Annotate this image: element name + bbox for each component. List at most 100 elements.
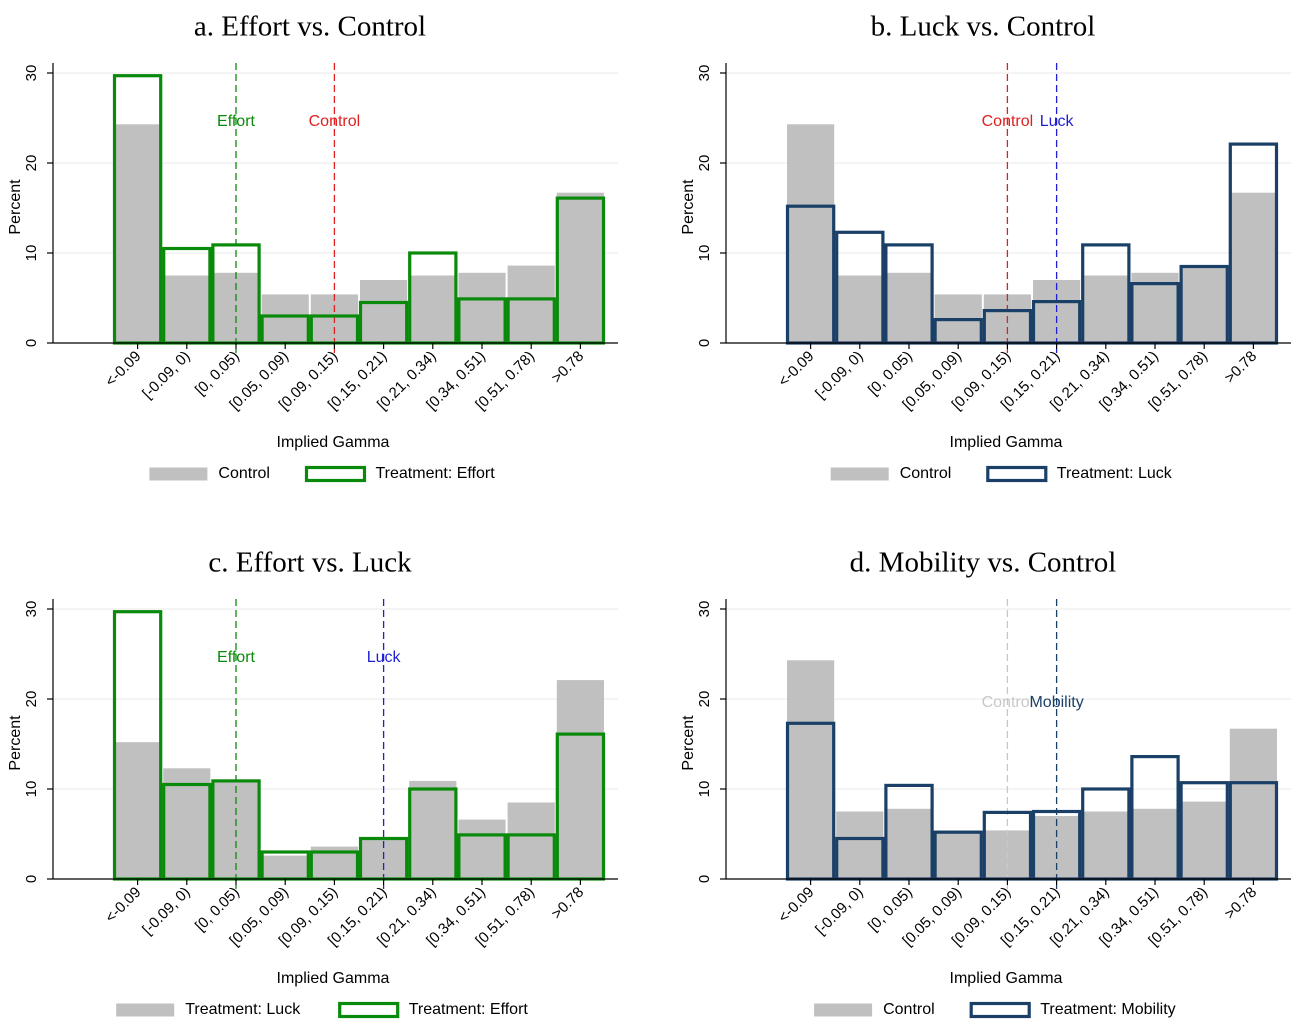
y-tick-label: 30 [23,65,40,82]
y-tick-label: 10 [23,245,40,262]
marker-label-luck: Luck [367,649,402,666]
legend-swatch-outline [338,1001,400,1019]
x-tick-label: [0, 0.05) [865,348,916,399]
bar-control [114,124,162,343]
marker-label-control: Control [982,694,1034,711]
bar-control [836,275,884,343]
y-axis-label: Percent [680,715,697,771]
legend-label-outline: Treatment: Effort [376,465,496,482]
x-tick-label: [0, 0.05) [192,884,243,935]
y-tick-label: 0 [23,339,40,347]
chart-panel-3: c. Effort vs. Luck Effort Luck 0 10 20 30 Perce… [7,547,618,1019]
bar-control [458,272,506,343]
x-axis-label: Implied Gamma [277,970,390,987]
y-axis-label: Percent [680,179,697,235]
bar-treatment-luck [458,819,506,879]
bar-control [360,280,408,343]
legend-swatch-outline [304,465,367,483]
bar-control [787,660,835,879]
x-tick-label: [0, 0.05) [865,884,916,935]
bar-control [163,275,211,343]
y-tick-label: 10 [696,781,713,798]
panel-title: a. Effort vs. Control [194,11,426,43]
x-tick-label: <-0.09 [102,348,144,390]
x-tick-label: >0.78 [1221,348,1260,387]
bar-control [885,808,933,879]
bar-control [885,272,933,343]
marker-label-effort: Effort [217,113,256,130]
legend-swatch-filled [830,467,889,481]
legend-label-outline: Treatment: Effort [409,1001,529,1018]
bar-treatment-luck [114,742,162,879]
x-tick-label: [0, 0.05) [192,348,243,399]
marker-label-control: Control [982,113,1034,130]
bar-treatment-luck [556,680,604,879]
y-axis-label: Percent [7,715,24,771]
x-axis-label: Implied Gamma [277,434,390,451]
legend-label-filled: Treatment: Luck [185,1001,301,1018]
bar-control [1131,808,1179,879]
bar-control [1229,728,1277,879]
marker-label-luck: Luck [1040,113,1075,130]
panel-title: c. Effort vs. Luck [208,547,412,579]
bar-control [836,811,884,879]
panel-title: b. Luck vs. Control [871,11,1096,43]
bar-treatment-luck [163,768,211,879]
x-tick-label: <-0.09 [102,884,144,926]
y-tick-label: 30 [696,65,713,82]
bar-control [934,830,982,879]
y-tick-label: 20 [696,155,713,172]
bar-control [507,265,555,343]
bar-control [1082,275,1130,343]
legend-swatch-filled [116,1003,175,1017]
y-tick-label: 0 [696,875,713,883]
chart-panel-2: b. Luck vs. Control Control Luck 0 10 20 30 Per… [680,11,1291,483]
chart-panel-1: a. Effort vs. Control Effort Control 0 10 20 3… [7,11,618,483]
bar-control [556,192,604,343]
x-axis-label: Implied Gamma [950,434,1063,451]
y-tick-label: 0 [23,875,40,883]
bar-control [1229,192,1277,343]
bar-treatment-luck [261,855,309,879]
bar-control [409,275,457,343]
bar-control [1180,801,1228,879]
y-tick-label: 20 [23,691,40,708]
bar-control [787,124,835,343]
y-tick-label: 20 [696,691,713,708]
marker-label-effort: Effort [217,649,256,666]
x-tick-label: [-0.09, 0) [812,348,866,402]
x-tick-label: >0.78 [548,884,587,923]
bar-treatment-luck [507,802,555,879]
bar-control [1180,265,1228,343]
y-tick-label: 20 [23,155,40,172]
bar-control [261,294,309,343]
x-tick-label: >0.78 [548,348,587,387]
marker-label-control: Control [309,113,361,130]
x-tick-label: [-0.09, 0) [139,348,193,402]
legend-swatch-outline [969,1001,1031,1019]
legend-swatch-filled [814,1003,873,1017]
y-tick-label: 10 [23,781,40,798]
x-tick-label: [-0.09, 0) [139,884,193,938]
legend-label-filled: Control [900,465,952,482]
x-tick-label: [-0.09, 0) [812,884,866,938]
x-axis-label: Implied Gamma [950,970,1063,987]
legend-label-filled: Control [218,465,270,482]
x-tick-label: <-0.09 [775,884,817,926]
y-tick-label: 30 [23,601,40,618]
legend-label-outline: Treatment: Luck [1057,465,1173,482]
legend-swatch-filled [149,467,208,481]
bar-treatment-luck [409,780,457,879]
marker-label-mobility: Mobility [1029,694,1083,711]
x-tick-label: >0.78 [1221,884,1260,923]
y-tick-label: 0 [696,339,713,347]
bar-control [1082,811,1130,879]
y-tick-label: 10 [696,245,713,262]
panel-title: d. Mobility vs. Control [850,547,1117,579]
legend-label-outline: Treatment: Mobility [1040,1001,1175,1018]
x-tick-label: <-0.09 [775,348,817,390]
y-axis-label: Percent [7,179,24,235]
legend-swatch-outline [986,465,1048,483]
